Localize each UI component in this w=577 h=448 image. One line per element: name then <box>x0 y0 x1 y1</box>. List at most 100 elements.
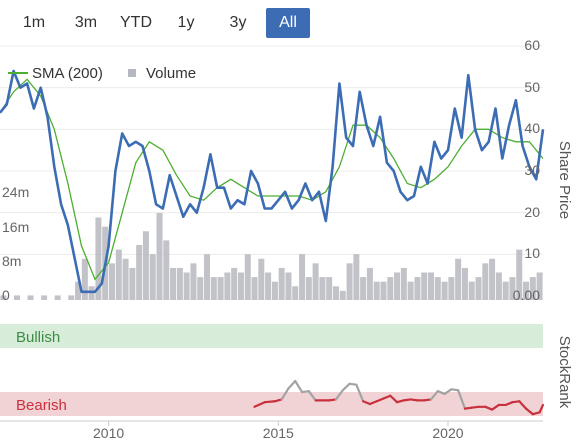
volume-bar <box>475 277 482 300</box>
stockrank-segment <box>348 382 358 386</box>
stockrank-segment <box>294 379 304 394</box>
stockrank-segment <box>382 394 392 400</box>
stockrank-segment <box>273 398 283 403</box>
stockrank-segment <box>368 400 378 406</box>
stockrank-line <box>253 379 545 416</box>
volume-bar <box>224 272 231 300</box>
range-button-3m[interactable]: 3m <box>74 14 98 31</box>
volume-bar <box>149 254 156 300</box>
volume-bar <box>428 272 435 300</box>
volume-bar <box>326 277 333 300</box>
volume-bar <box>360 277 367 300</box>
volume-bar <box>142 231 149 300</box>
volume-bar <box>210 277 217 300</box>
stockrank-segment <box>518 400 528 410</box>
volume-bar <box>13 295 20 300</box>
stockrank-segment <box>328 398 338 402</box>
volume-bar <box>190 263 197 300</box>
stockrank-segment <box>341 382 351 392</box>
volume-bar <box>502 281 509 300</box>
range-button-1y[interactable]: 1y <box>177 14 195 31</box>
volume-bar <box>122 258 129 300</box>
volume-bar <box>489 258 496 300</box>
x-tick-label: 2010 <box>93 425 124 441</box>
volume-bar <box>95 217 102 300</box>
volume-bar <box>204 254 211 300</box>
volume-tick-label: 8m <box>2 253 21 269</box>
volume-bar <box>115 249 122 300</box>
volume-bar <box>468 281 475 300</box>
volume-bar <box>163 240 170 300</box>
volume-bar <box>407 281 414 300</box>
share-price-axis-label: Share Price <box>556 141 573 219</box>
stockrank-segment <box>263 400 276 404</box>
stockrank-segment <box>253 401 266 408</box>
stockrank-segment <box>307 390 317 402</box>
volume-bar <box>380 281 387 300</box>
stockrank-segment <box>429 390 439 401</box>
stockrank-segment <box>463 406 473 410</box>
volume-bar <box>292 286 299 300</box>
volume-bar <box>312 263 319 300</box>
price-gridlines <box>0 45 543 255</box>
price-axis: 0.00 10 20 30 40 50 60 <box>513 37 540 303</box>
volume-bar <box>271 281 278 300</box>
range-button-all[interactable]: All <box>266 8 310 38</box>
volume-bar <box>461 267 468 300</box>
volume-bar <box>75 281 82 300</box>
volume-bar <box>170 267 177 300</box>
volume-bar <box>41 295 48 300</box>
volume-bar <box>523 281 530 300</box>
volume-bar <box>285 272 292 300</box>
volume-bar <box>251 277 258 300</box>
volume-bar <box>129 267 136 300</box>
stockrank-segment <box>375 397 385 403</box>
x-tick-label: 2015 <box>263 425 294 441</box>
stockrank-segment <box>355 383 365 403</box>
sma-200-line <box>0 78 544 281</box>
volume-bar <box>0 295 7 300</box>
x-tick-label: 2020 <box>432 425 463 441</box>
stockrank-segment <box>538 403 545 414</box>
stockrank-segment <box>362 400 372 406</box>
range-button-3y[interactable]: 3y <box>229 14 247 31</box>
stockrank-segment <box>287 379 297 390</box>
stockrank-segment <box>524 407 534 416</box>
stockrank-segment <box>402 398 412 402</box>
volume-bar <box>156 212 163 300</box>
volume-bar <box>373 281 380 300</box>
bearish-band-label: Bearish <box>16 397 67 414</box>
volume-bar <box>482 263 489 300</box>
volume-bars <box>0 212 543 300</box>
legend-volume-marker <box>128 69 136 77</box>
volume-bar <box>332 286 339 300</box>
volume-bar <box>448 277 455 300</box>
price-tick-label: 60 <box>524 37 540 53</box>
stockrank-segment <box>280 387 290 401</box>
volume-bar <box>299 254 306 300</box>
volume-bar <box>217 277 224 300</box>
range-button-1m[interactable]: 1m <box>22 14 46 31</box>
volume-axis: 0 8m 16m 24m <box>2 184 29 303</box>
volume-bar <box>400 267 407 300</box>
stockrank-segment <box>470 405 480 409</box>
volume-bar <box>108 263 115 300</box>
volume-tick-label: 16m <box>2 219 29 235</box>
volume-bar <box>176 267 183 300</box>
volume-bar <box>319 277 326 300</box>
range-button-ytd[interactable]: YTD <box>120 14 152 31</box>
bearish-band <box>0 392 543 416</box>
stockrank-segment <box>389 394 399 404</box>
volume-bar <box>258 258 265 300</box>
volume-bar <box>495 272 502 300</box>
volume-tick-label: 0 <box>2 287 10 303</box>
volume-tick-label: 24m <box>2 184 29 200</box>
volume-bar <box>414 277 421 300</box>
volume-bar <box>278 267 285 300</box>
volume-bar <box>441 281 448 300</box>
stockrank-segment <box>436 390 446 396</box>
price-tick-label: 0.00 <box>513 287 540 303</box>
stockrank-segment <box>409 398 419 402</box>
volume-bar <box>421 272 428 300</box>
chart-legend: SMA (200) Volume <box>8 65 196 82</box>
